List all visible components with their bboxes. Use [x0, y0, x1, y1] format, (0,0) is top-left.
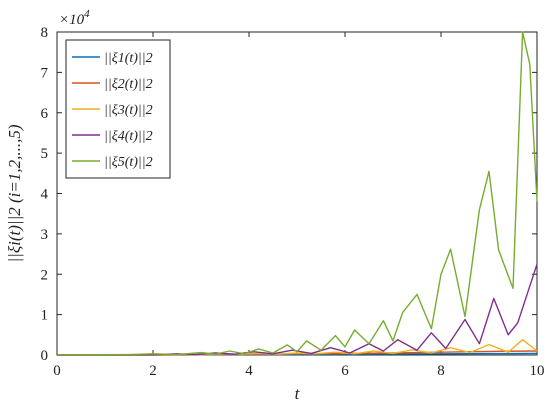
series-line-5 — [56, 31, 538, 356]
axis-labels: t ||ξi(t)||2 (i=1,2,...,5) — [5, 124, 301, 403]
y-axis-label: ||ξi(t)||2 (i=1,2,...,5) — [5, 124, 24, 262]
exponent-power: 4 — [84, 8, 90, 20]
legend: ||ξ1(t)||2 ||ξ2(t)||2 ||ξ3(t)||2 ||ξ4(t)||2… — [65, 39, 171, 179]
y-tick-label: 7 — [41, 65, 49, 81]
y-tick-label: 3 — [41, 227, 49, 243]
legend-label-1: ||ξ1(t)||2 — [104, 51, 153, 66]
legend-label-2: ||ξ2(t)||2 — [104, 77, 153, 92]
x-tick-label: 8 — [437, 363, 445, 379]
y-tick-label: 6 — [41, 106, 49, 122]
legend-label-5: ||ξ5(t)||2 — [104, 155, 153, 170]
exponent-label: ×104 — [59, 8, 90, 28]
x-tick-label: 2 — [149, 363, 157, 379]
y-tick-label: 5 — [41, 146, 49, 162]
series-lines — [56, 31, 538, 356]
legend-label-4: ||ξ4(t)||2 — [104, 129, 153, 144]
x-tick-label: 10 — [530, 363, 545, 379]
x-tick-label: 6 — [341, 363, 349, 379]
series-line-4 — [56, 263, 538, 356]
legend-label-3: ||ξ3(t)||2 — [104, 103, 153, 118]
y-tick-label: 8 — [41, 25, 49, 41]
y-tick-label: 4 — [41, 187, 49, 203]
x-axis-label: t — [295, 384, 301, 403]
y-tick-label: 0 — [41, 348, 49, 364]
y-tick-label: 1 — [41, 308, 49, 324]
x-tick-label: 4 — [245, 363, 253, 379]
series-line-3 — [56, 339, 538, 356]
x-tick-label: 0 — [53, 363, 61, 379]
y-tick-label: 2 — [41, 267, 49, 283]
